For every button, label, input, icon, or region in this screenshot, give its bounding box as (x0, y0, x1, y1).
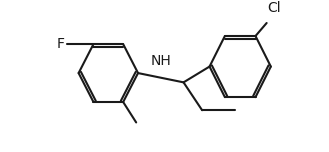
Text: Cl: Cl (267, 1, 281, 15)
Text: NH: NH (150, 54, 171, 68)
Text: F: F (57, 37, 65, 51)
